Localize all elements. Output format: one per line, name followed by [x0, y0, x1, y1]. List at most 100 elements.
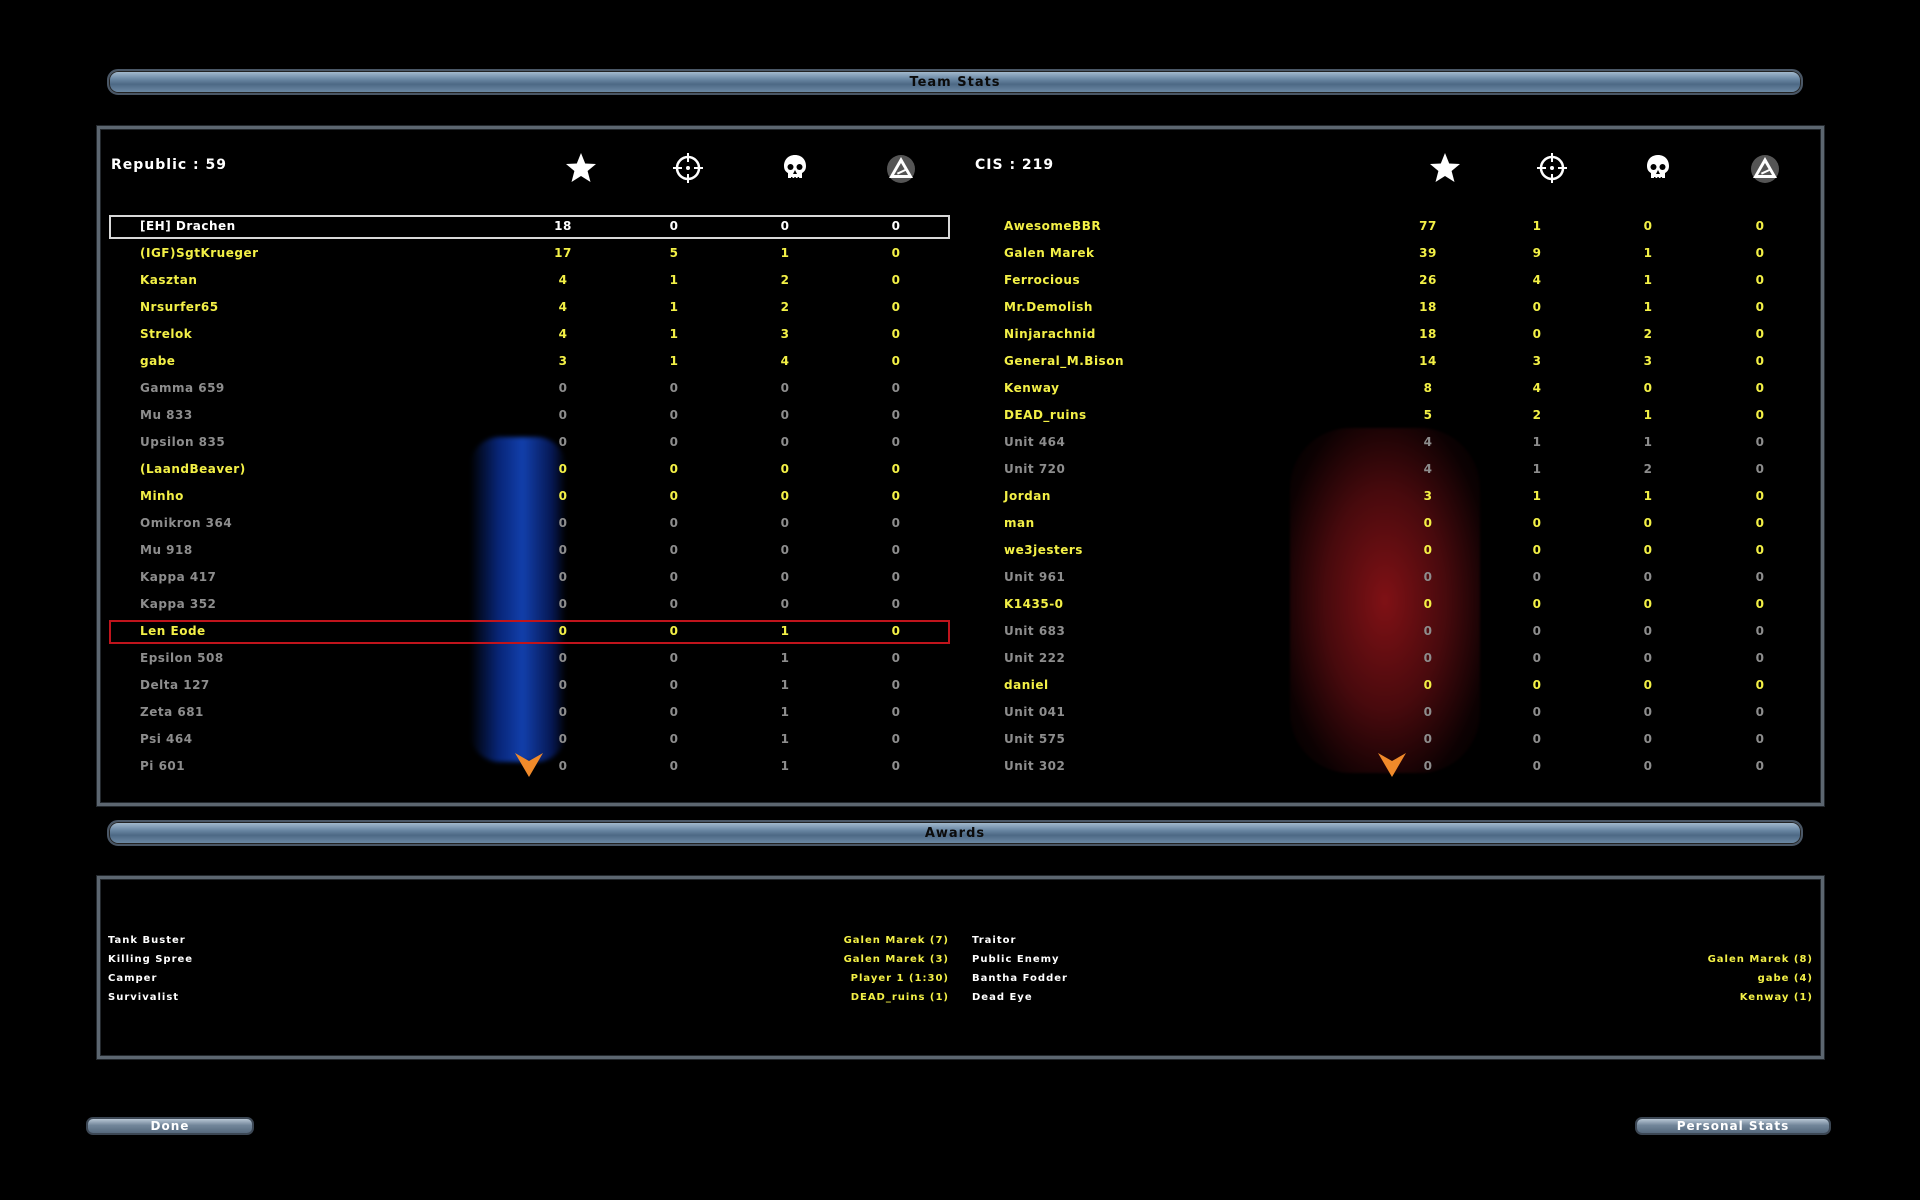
points-value: 17: [554, 246, 572, 260]
republic-player-row[interactable]: gabe 3 1 4 0: [0, 350, 1920, 372]
points-value: 4: [1423, 435, 1433, 449]
republic-player-row[interactable]: Delta 127 0 0 1 0: [0, 674, 1920, 696]
cis-player-row[interactable]: Unit 041 0 0 0 0: [0, 701, 1920, 723]
captures-value: 0: [1755, 246, 1765, 260]
player-name: Minho: [140, 489, 184, 503]
cis-player-row[interactable]: Unit 302 0 0 0 0: [0, 755, 1920, 777]
republic-player-row[interactable]: Kasztan 4 1 2 0: [0, 269, 1920, 291]
player-name: Gamma 659: [140, 381, 225, 395]
captures-value: 0: [891, 570, 901, 584]
deaths-value: 0: [780, 219, 790, 233]
cis-player-row[interactable]: AwesomeBBR 77 1 0 0: [0, 215, 1920, 237]
cis-player-row[interactable]: Unit 464 4 1 1 0: [0, 431, 1920, 453]
cis-player-row[interactable]: Unit 961 0 0 0 0: [0, 566, 1920, 588]
cis-player-row[interactable]: K1435-0 0 0 0 0: [0, 593, 1920, 615]
cis-player-row[interactable]: daniel 0 0 0 0: [0, 674, 1920, 696]
republic-player-row[interactable]: Mu 833 0 0 0 0: [0, 404, 1920, 426]
kills-value: 4: [1532, 381, 1542, 395]
republic-player-row[interactable]: Mu 918 0 0 0 0: [0, 539, 1920, 561]
player-name: Len Eode: [140, 624, 206, 638]
captures-value: 0: [891, 300, 901, 314]
deaths-value: 0: [1643, 759, 1653, 773]
points-value: 0: [558, 678, 568, 692]
republic-player-row[interactable]: Psi 464 0 0 1 0: [0, 728, 1920, 750]
kills-value: 0: [669, 705, 679, 719]
republic-player-row[interactable]: (IGF)SgtKrueger 17 5 1 0: [0, 242, 1920, 264]
republic-player-row[interactable]: Minho 0 0 0 0: [0, 485, 1920, 507]
award-winner: Kenway (1): [1739, 992, 1813, 1003]
cis-scroll-down-arrow[interactable]: [1378, 753, 1406, 777]
republic-player-row[interactable]: Gamma 659 0 0 0 0: [0, 377, 1920, 399]
cis-player-row[interactable]: Unit 222 0 0 0 0: [0, 647, 1920, 669]
deaths-value: 2: [1643, 327, 1653, 341]
award-label: Camper: [108, 973, 158, 984]
player-name: Unit 464: [1004, 435, 1066, 449]
cis-player-row[interactable]: Ninjarachnid 18 0 2 0: [0, 323, 1920, 345]
kills-value: 0: [1532, 543, 1542, 557]
republic-player-row[interactable]: Kappa 352 0 0 0 0: [0, 593, 1920, 615]
deaths-value: 0: [780, 570, 790, 584]
cis-player-row[interactable]: Unit 720 4 1 2 0: [0, 458, 1920, 480]
deaths-value: 1: [780, 246, 790, 260]
kills-value: 9: [1532, 246, 1542, 260]
player-name: DEAD_ruins: [1004, 408, 1087, 422]
cis-player-row[interactable]: we3jesters 0 0 0 0: [0, 539, 1920, 561]
cis-player-row[interactable]: Unit 575 0 0 0 0: [0, 728, 1920, 750]
selected-row-highlight: [109, 215, 950, 239]
award-winner: Player 1 (1:30): [850, 973, 949, 984]
personal-stats-button[interactable]: Personal Stats: [1635, 1117, 1831, 1135]
award-label: Tank Buster: [108, 935, 186, 946]
cis-player-row[interactable]: DEAD_ruins 5 2 1 0: [0, 404, 1920, 426]
republic-player-row[interactable]: Len Eode 0 0 1 0: [0, 620, 1920, 642]
points-value: 0: [558, 462, 568, 476]
captures-value: 0: [891, 624, 901, 638]
deaths-value: 1: [1643, 489, 1653, 503]
captures-value: 0: [891, 597, 901, 611]
award-label: Traitor: [972, 935, 1017, 946]
cis-player-row[interactable]: Galen Marek 39 9 1 0: [0, 242, 1920, 264]
cis-player-row[interactable]: Mr.Demolish 18 0 1 0: [0, 296, 1920, 318]
kills-value: 0: [669, 516, 679, 530]
kills-value: 1: [1532, 219, 1542, 233]
republic-player-row[interactable]: Strelok 4 1 3 0: [0, 323, 1920, 345]
kills-value: 0: [1532, 732, 1542, 746]
team-stats-title: Team Stats: [909, 75, 1001, 90]
award-winner: Galen Marek (8): [1707, 954, 1813, 965]
republic-player-row[interactable]: Kappa 417 0 0 0 0: [0, 566, 1920, 588]
deaths-value: 1: [1643, 300, 1653, 314]
points-value: 4: [1423, 462, 1433, 476]
player-name: Galen Marek: [1004, 246, 1095, 260]
captures-value: 0: [891, 219, 901, 233]
republic-player-row[interactable]: (LaandBeaver) 0 0 0 0: [0, 458, 1920, 480]
republic-player-row[interactable]: Nrsurfer65 4 1 2 0: [0, 296, 1920, 318]
kills-value: 1: [1532, 489, 1542, 503]
deaths-value: 1: [780, 651, 790, 665]
deaths-value: 0: [780, 597, 790, 611]
republic-player-row[interactable]: Epsilon 508 0 0 1 0: [0, 647, 1920, 669]
cis-player-row[interactable]: Ferrocious 26 4 1 0: [0, 269, 1920, 291]
deaths-value: 0: [780, 408, 790, 422]
republic-player-row[interactable]: Pi 601 0 0 1 0: [0, 755, 1920, 777]
cis-player-row[interactable]: Kenway 8 4 0 0: [0, 377, 1920, 399]
cis-player-row[interactable]: General_M.Bison 14 3 3 0: [0, 350, 1920, 372]
points-value: 14: [1419, 354, 1437, 368]
kills-value: 0: [669, 381, 679, 395]
republic-player-row[interactable]: Upsilon 835 0 0 0 0: [0, 431, 1920, 453]
cis-player-row[interactable]: Jordan 3 1 1 0: [0, 485, 1920, 507]
republic-emblem: [470, 437, 566, 762]
cis-player-row[interactable]: Unit 683 0 0 0 0: [0, 620, 1920, 642]
player-name: (LaandBeaver): [140, 462, 246, 476]
points-value: 0: [1423, 678, 1433, 692]
award-label: Dead Eye: [972, 992, 1033, 1003]
republic-scroll-down-arrow[interactable]: [515, 753, 543, 777]
republic-player-row[interactable]: Zeta 681 0 0 1 0: [0, 701, 1920, 723]
points-value: 0: [558, 435, 568, 449]
kills-value: 0: [1532, 597, 1542, 611]
republic-player-row[interactable]: Omikron 364 0 0 0 0: [0, 512, 1920, 534]
player-name: Unit 302: [1004, 759, 1066, 773]
done-button[interactable]: Done: [86, 1117, 254, 1135]
republic-player-row[interactable]: [EH] Drachen 18 0 0 0: [0, 215, 1920, 237]
cis-player-row[interactable]: man 0 0 0 0: [0, 512, 1920, 534]
deaths-value: 0: [1643, 732, 1653, 746]
player-name: Unit 961: [1004, 570, 1066, 584]
